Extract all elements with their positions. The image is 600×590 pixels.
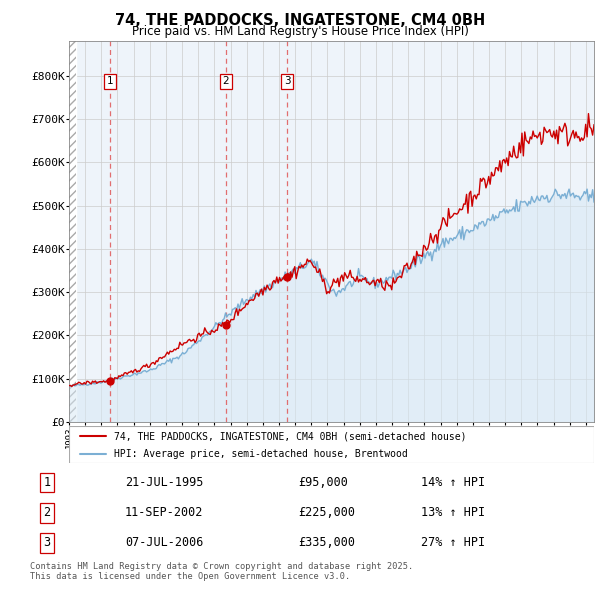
Bar <box>69 41 76 422</box>
Text: Contains HM Land Registry data © Crown copyright and database right 2025.
This d: Contains HM Land Registry data © Crown c… <box>30 562 413 581</box>
Text: 1: 1 <box>107 76 113 86</box>
Text: 74, THE PADDOCKS, INGATESTONE, CM4 0BH (semi-detached house): 74, THE PADDOCKS, INGATESTONE, CM4 0BH (… <box>113 431 466 441</box>
Text: £225,000: £225,000 <box>298 506 355 519</box>
Text: 11-SEP-2002: 11-SEP-2002 <box>125 506 203 519</box>
Text: 3: 3 <box>284 76 291 86</box>
Text: HPI: Average price, semi-detached house, Brentwood: HPI: Average price, semi-detached house,… <box>113 449 407 459</box>
Text: 3: 3 <box>43 536 50 549</box>
Text: 21-JUL-1995: 21-JUL-1995 <box>125 476 203 489</box>
Text: Price paid vs. HM Land Registry's House Price Index (HPI): Price paid vs. HM Land Registry's House … <box>131 25 469 38</box>
Text: 1: 1 <box>43 476 50 489</box>
Text: £335,000: £335,000 <box>298 536 355 549</box>
Bar <box>69 41 76 422</box>
Text: 14% ↑ HPI: 14% ↑ HPI <box>421 476 485 489</box>
Text: £95,000: £95,000 <box>298 476 348 489</box>
Text: 27% ↑ HPI: 27% ↑ HPI <box>421 536 485 549</box>
Text: 13% ↑ HPI: 13% ↑ HPI <box>421 506 485 519</box>
Text: 2: 2 <box>43 506 50 519</box>
Text: 07-JUL-2006: 07-JUL-2006 <box>125 536 203 549</box>
Text: 74, THE PADDOCKS, INGATESTONE, CM4 0BH: 74, THE PADDOCKS, INGATESTONE, CM4 0BH <box>115 13 485 28</box>
Text: 2: 2 <box>223 76 229 86</box>
